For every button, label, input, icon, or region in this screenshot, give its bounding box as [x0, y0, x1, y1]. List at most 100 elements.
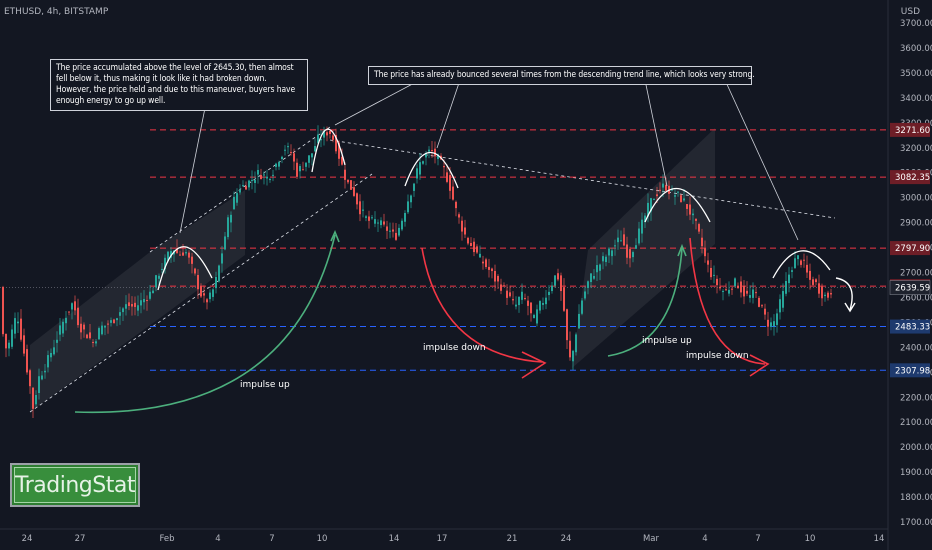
candle-body — [419, 162, 421, 175]
candle-body — [758, 297, 760, 307]
candle-body — [479, 253, 481, 258]
candle-body — [293, 153, 295, 162]
impulse-down-arrow-1 — [521, 351, 547, 379]
candle-body — [755, 292, 757, 294]
candle-body — [143, 298, 145, 303]
candle-body — [626, 244, 628, 258]
candle-body — [536, 309, 538, 324]
candle-body — [722, 290, 724, 292]
candle-body — [608, 248, 610, 256]
candle-body — [692, 213, 694, 216]
impulse-up-curve-1 — [74, 234, 336, 414]
candle-body — [416, 168, 418, 179]
candle-body — [251, 179, 253, 181]
x-tick-label: Mar — [643, 534, 660, 544]
level-price-tag — [890, 319, 930, 334]
candle-body — [770, 322, 772, 327]
candle-body — [371, 217, 373, 219]
candle-body — [539, 301, 541, 311]
candle-body — [527, 300, 529, 306]
candle-body — [41, 375, 43, 380]
candle-body — [83, 324, 85, 330]
candle-body — [818, 283, 820, 294]
candle-body — [659, 189, 661, 191]
y-tick-label: 2700.00 — [900, 269, 932, 279]
last-price-tag — [889, 280, 931, 295]
candle-body — [179, 254, 181, 256]
candle-body — [260, 175, 262, 179]
impulse-down-arrow-2 — [749, 354, 770, 377]
candle-body — [365, 216, 367, 218]
candle-body — [194, 268, 196, 274]
candle-body — [239, 189, 241, 193]
callout-pointer — [644, 79, 668, 187]
impulse-down-curve-2 — [689, 237, 766, 365]
candle-body — [77, 307, 79, 326]
bounce-arrow-head — [844, 302, 856, 313]
candle-body — [146, 299, 148, 301]
candle-body — [119, 312, 121, 316]
candle-body — [212, 289, 214, 297]
candle-body — [149, 291, 151, 299]
y-tick-label: 3400.00 — [900, 94, 932, 104]
impulse-up-arrow-1 — [330, 229, 340, 243]
candle-body — [632, 252, 634, 258]
candle-body — [731, 288, 733, 290]
candle-body — [749, 295, 751, 298]
y-tick-label: 2400.00 — [900, 343, 932, 353]
candle-body — [308, 155, 310, 163]
candle-body — [302, 169, 304, 171]
candle-body — [242, 185, 244, 187]
candle-body — [524, 298, 526, 300]
candle-body — [161, 268, 163, 270]
candle-body — [224, 236, 226, 250]
candle-body — [278, 162, 280, 167]
candle-body — [38, 376, 40, 393]
candle-body — [761, 305, 763, 307]
y-tick-label: 2200.00 — [900, 393, 932, 403]
candle-body — [65, 317, 67, 324]
candle-body — [827, 292, 829, 298]
candle-body — [647, 202, 649, 217]
candle-body — [584, 291, 586, 299]
candle-body — [791, 270, 793, 272]
candle-body — [566, 309, 568, 341]
candle-body — [386, 226, 388, 231]
candle-body — [503, 285, 505, 287]
candle-body — [170, 251, 172, 258]
candle-body — [422, 161, 424, 164]
candle-body — [362, 209, 364, 211]
callout-pointer — [436, 79, 461, 149]
last-price-label: 2639.59 — [895, 284, 930, 294]
symbol-label[interactable]: ETHUSD, 4h, BITSTAMP — [4, 7, 109, 17]
y-tick-label: 3500.00 — [900, 69, 932, 79]
candle-body — [815, 279, 817, 283]
y-tick-label: 2000.00 — [900, 443, 932, 453]
candle-body — [269, 179, 271, 181]
candle-body — [548, 291, 550, 296]
candle-body — [368, 216, 370, 221]
candle-body — [638, 228, 640, 244]
candle-body — [560, 275, 562, 292]
candle-body — [110, 320, 112, 323]
currency-label: USD — [900, 7, 920, 17]
candle-body — [785, 281, 787, 294]
candle-body — [80, 323, 82, 333]
candle-body — [728, 289, 730, 294]
candle-body — [821, 286, 823, 299]
candle-body — [341, 156, 343, 165]
candle-body — [320, 139, 322, 141]
candle-body — [23, 335, 25, 354]
candle-body — [71, 303, 73, 310]
candle-body — [578, 313, 580, 329]
candle-body — [359, 201, 361, 215]
candle-body — [506, 290, 508, 298]
x-tick-label: 4 — [702, 534, 707, 544]
candle-body — [29, 370, 31, 387]
candle-body — [611, 250, 613, 257]
candle-body — [776, 313, 778, 325]
candle-body — [488, 266, 490, 270]
top-arc — [311, 128, 346, 173]
candle-body — [353, 187, 355, 196]
